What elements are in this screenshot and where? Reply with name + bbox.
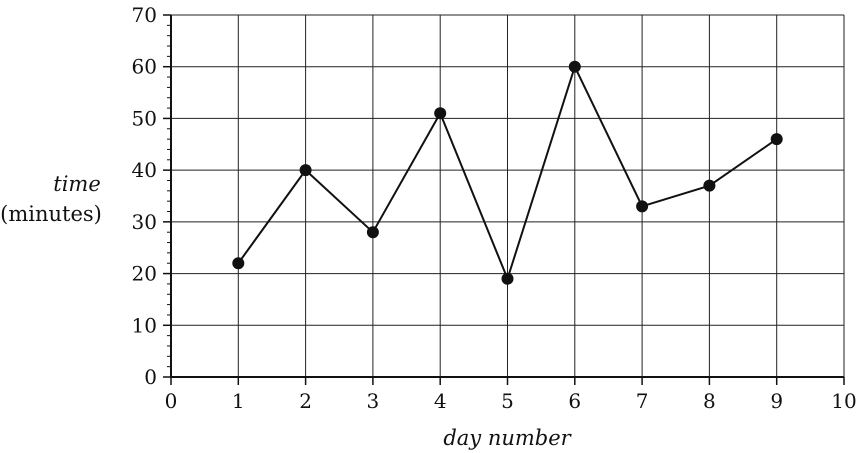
y-axis-title: time xyxy=(53,172,101,196)
data-point xyxy=(434,107,447,120)
y-tick-label: 60 xyxy=(132,55,157,79)
data-point xyxy=(703,179,716,192)
y-tick-label: 0 xyxy=(144,365,157,389)
data-point xyxy=(568,60,581,73)
x-tick-label: 7 xyxy=(636,389,649,413)
grid xyxy=(170,14,845,378)
x-tick-labels: 0 1 2 3 4 5 6 7 8 9 10 xyxy=(165,389,857,413)
x-tick-label: 1 xyxy=(232,389,245,413)
y-axis-unit: (minutes) xyxy=(0,202,102,226)
y-tick-labels: 0 10 20 30 40 50 60 70 xyxy=(132,3,157,389)
data-point xyxy=(366,226,379,239)
x-tick-label: 2 xyxy=(299,389,312,413)
data-point xyxy=(636,200,649,213)
x-tick-label: 5 xyxy=(501,389,514,413)
x-tick-label: 0 xyxy=(165,389,178,413)
data-point xyxy=(770,133,783,146)
x-tick-label: 10 xyxy=(831,389,856,413)
y-tick-label: 20 xyxy=(132,262,157,286)
data-point xyxy=(501,272,514,285)
y-tick-label: 40 xyxy=(132,158,157,182)
axes xyxy=(163,14,845,385)
y-tick-label: 10 xyxy=(132,313,157,337)
x-tick-label: 3 xyxy=(367,389,380,413)
y-tick-label: 50 xyxy=(132,106,157,130)
data-point xyxy=(232,257,245,270)
y-tick-label: 70 xyxy=(132,3,157,27)
x-tick-label: 6 xyxy=(568,389,581,413)
x-tick-label: 8 xyxy=(703,389,716,413)
series-group xyxy=(232,60,783,285)
data-point xyxy=(299,164,312,177)
x-axis-title: day number xyxy=(443,426,572,450)
x-tick-label: 4 xyxy=(434,389,447,413)
y-tick-label: 30 xyxy=(132,210,157,234)
x-tick-label: 9 xyxy=(770,389,783,413)
